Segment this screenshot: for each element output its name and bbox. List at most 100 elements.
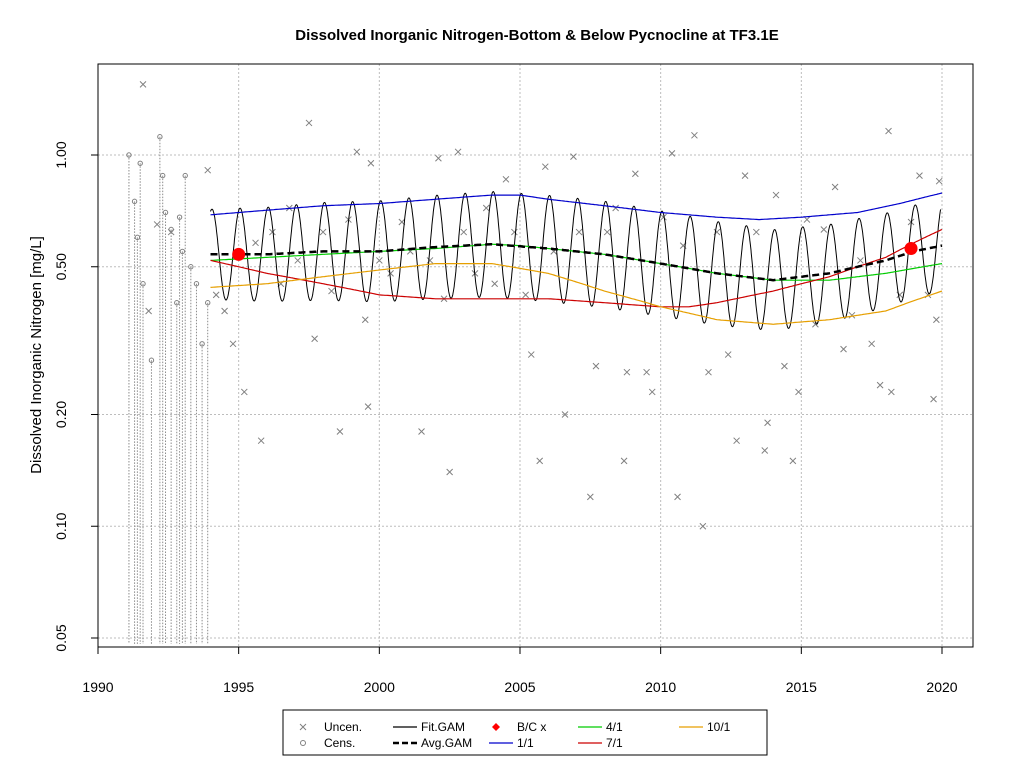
legend-entry: 4/1 xyxy=(578,720,623,734)
legend-entry: Uncen. xyxy=(299,720,362,734)
censored-point xyxy=(157,134,163,140)
censored-point xyxy=(140,281,146,287)
uncensored-point xyxy=(643,368,650,376)
y-tick-label: 0.05 xyxy=(53,624,69,651)
legend-symbol xyxy=(299,723,307,731)
y-tick-label: 0.50 xyxy=(53,253,69,280)
bc-point xyxy=(904,241,918,255)
legend-symbol xyxy=(492,723,500,731)
censored-point xyxy=(160,172,166,179)
uncensored-point xyxy=(167,228,175,236)
uncensored-point xyxy=(603,228,611,236)
x-tick-label: 2000 xyxy=(364,679,395,695)
legend-label: 10/1 xyxy=(707,720,731,734)
uncensored-point xyxy=(575,228,583,236)
x-tick-label: 2010 xyxy=(645,679,676,695)
bc-point xyxy=(232,247,246,261)
uncensored-point xyxy=(446,468,454,476)
uncensored-point xyxy=(541,163,549,171)
x-tick-label: 1995 xyxy=(223,679,254,695)
uncensored-point xyxy=(375,257,383,264)
uncensored-point xyxy=(229,340,237,348)
uncensored-point xyxy=(935,177,943,185)
censored-point xyxy=(174,300,180,306)
uncensored-point xyxy=(620,457,628,465)
y-tick-label: 0.10 xyxy=(53,512,69,539)
uncensored-point xyxy=(724,351,732,358)
uncensored-point xyxy=(752,228,760,236)
legend-label: Fit.GAM xyxy=(421,720,465,734)
uncensored-point xyxy=(789,457,797,465)
uncensored-point xyxy=(631,170,639,178)
uncensored-point xyxy=(887,388,895,396)
censored-point xyxy=(205,300,211,306)
uncensored-point xyxy=(435,154,442,162)
uncensored-point xyxy=(691,131,698,139)
uncensored-point xyxy=(764,419,771,427)
uncensored-point xyxy=(522,291,529,299)
uncensored-point xyxy=(668,150,676,157)
legend-label: 7/1 xyxy=(606,736,623,750)
legend-label: 4/1 xyxy=(606,720,623,734)
uncensored-point xyxy=(570,153,577,160)
censored-point xyxy=(162,209,169,216)
uncensored-point xyxy=(761,447,769,454)
uncensored-point xyxy=(930,395,937,403)
uncensored-point xyxy=(418,428,425,435)
uncensored-point xyxy=(460,228,468,236)
uncensored-point xyxy=(840,345,847,353)
censored-point xyxy=(131,198,138,205)
x-tick-label: 2005 xyxy=(504,679,535,695)
uncensored-point xyxy=(305,119,313,127)
uncensored-point xyxy=(623,368,631,376)
uncensored-point xyxy=(586,493,594,501)
uncensored-point xyxy=(153,221,161,228)
uncensored-point xyxy=(252,239,259,247)
uncensored-point xyxy=(848,311,856,319)
uncensored-point xyxy=(857,257,864,264)
x-tick-label: 1990 xyxy=(82,679,113,695)
legend-entry: Fit.GAM xyxy=(393,720,465,734)
legend-label: B/C x xyxy=(517,720,546,734)
bc-points xyxy=(232,241,918,261)
censored-point xyxy=(179,248,186,255)
uncensored-point xyxy=(781,362,788,370)
uncensored-point xyxy=(885,127,892,135)
uncensored-point xyxy=(820,226,828,233)
seasonal-series xyxy=(210,192,943,325)
uncensored-point xyxy=(294,257,302,264)
uncensored-point xyxy=(674,493,681,501)
uncensored-point xyxy=(699,522,707,530)
uncensored-point xyxy=(741,172,749,179)
uncensored-point xyxy=(491,280,499,288)
censored-point xyxy=(148,357,155,363)
legend-label: Cens. xyxy=(324,736,355,750)
grid-lines xyxy=(97,64,973,647)
uncensored-point xyxy=(772,191,780,199)
uncensored-point xyxy=(612,204,620,212)
series-line-10-1 xyxy=(210,263,943,325)
uncensored-point xyxy=(454,148,462,156)
uncensored-point xyxy=(592,362,600,370)
legend: Uncen. Cens. Fit.GAM Avg.GAM B/C x 1/1 4/1 7/1 1… xyxy=(282,709,768,756)
uncensored-point xyxy=(212,291,220,299)
uncensored-point xyxy=(221,307,228,315)
legend-entry: Avg.GAM xyxy=(393,736,472,750)
uncensored-point xyxy=(705,368,712,376)
y-axis-label: Dissolved Inorganic Nitrogen [mg/L] xyxy=(28,236,45,474)
x-tick-label: 2020 xyxy=(926,679,957,695)
uncensored-points xyxy=(139,80,943,530)
uncensored-point xyxy=(336,428,344,435)
uncensored-point xyxy=(353,148,361,156)
legend-symbol xyxy=(300,740,306,746)
uncensored-point xyxy=(933,316,940,324)
censored-point xyxy=(182,172,188,179)
y-tick-label: 1.00 xyxy=(53,141,69,168)
fit-gam-line xyxy=(210,191,942,330)
uncensored-point xyxy=(868,340,876,348)
uncensored-point xyxy=(733,437,740,445)
series-line-1-1 xyxy=(210,192,943,221)
fit-gam-curve xyxy=(210,191,942,330)
